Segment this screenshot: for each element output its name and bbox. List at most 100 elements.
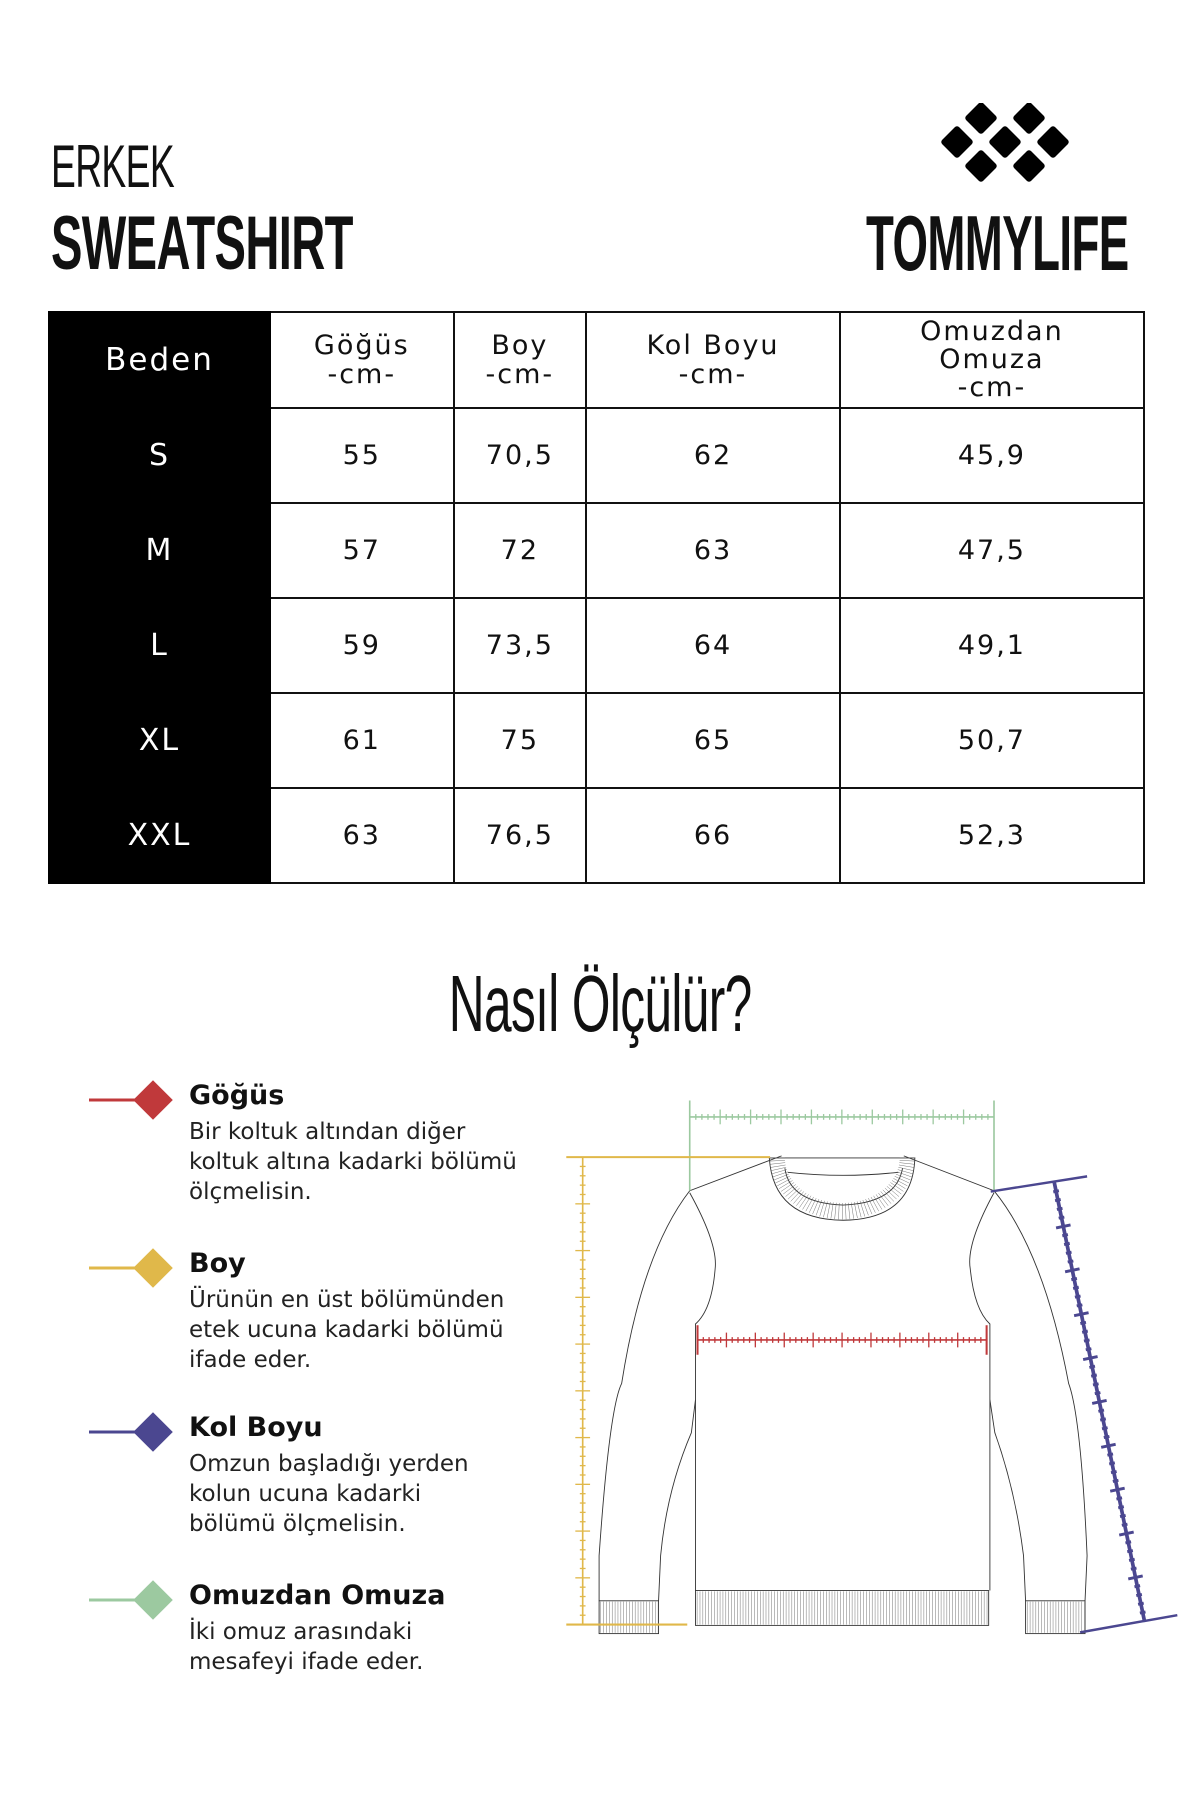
value-cell: 55 [269,407,455,504]
collar-rib-line [834,1202,837,1220]
legend-description-line: bölümü ölçmelisin. [189,1511,406,1537]
collar-rib-line [848,1202,851,1220]
legend-description: Bir koltuk altından diğer koltuk altına k… [189,1117,517,1207]
size-cell: XXL [48,787,271,884]
sweatshirt-outline [598,1155,1088,1635]
collar-rib-line [859,1200,866,1217]
collar-rib-line [826,1201,831,1219]
column-unit: -cm- [327,359,397,390]
value-cell: 57 [269,502,455,599]
value-cell: 73,5 [452,597,588,694]
collar-rib-line [891,1180,906,1189]
collar-rib-line [875,1194,886,1208]
table-row: S 55 70,5 62 45,9 [48,407,1146,504]
collar-rib-line [772,1171,788,1178]
column-title: Boy [491,330,549,361]
legend-description-line: Ürünün en üst bölümünden [189,1287,505,1313]
collar-rib-line [830,1202,834,1219]
collar-rib-line [808,1198,817,1213]
sleeve-ruler-tick [1076,1303,1083,1308]
collar-rib-line [882,1189,895,1202]
value-cell: 64 [585,597,841,694]
sleeve-ruler-tick [1061,1233,1069,1238]
diamond-marker-icon [89,1080,173,1120]
legend-description: Ürünün en üst bölümünden etek ucuna kadar… [189,1285,504,1375]
sleeve-ruler-tick [1092,1382,1099,1387]
value-cell: 50,7 [838,692,1146,789]
column-unit: -cm- [678,359,748,390]
value-cell: 59 [269,597,455,694]
sleeve-ruler-tick [1074,1294,1081,1299]
sleeve-ruler-tick [1090,1373,1098,1378]
sleeve-ruler-tick [1135,1592,1143,1597]
sleeve-ruler-tick [1056,1206,1063,1211]
value-cell: 45,9 [838,407,1146,504]
table-row: XXL 63 76,5 66 52,3 [48,787,1146,884]
sleeve-ruler-tick [1083,1338,1090,1343]
brand-name: TOMMYLIFE [866,199,1129,287]
column-title: Göğüs [313,330,410,361]
sleeve-ruler-tick [1058,1215,1065,1220]
sleeve-ruler-tick [1091,1398,1107,1405]
legend-description-line: etek ucuna kadarki bölümü [189,1317,504,1343]
collar-rib-line [805,1196,814,1212]
sleeve-ruler-tick [1116,1496,1123,1501]
legend-description-line: İki omuz arasındaki [189,1619,413,1645]
sleeve-ruler-tick [1128,1557,1135,1562]
legend-description: İki omuz arasındaki mesafeyi ifade eder. [189,1617,423,1677]
sleeve-ruler-tick [1094,1391,1101,1396]
collar-rib-line [770,1164,786,1168]
sleeve-ruler-tick [1100,1442,1116,1449]
collar-rib-line [799,1194,809,1208]
value-cell: 63 [585,502,841,599]
how-to-measure-heading: Nasıl Ölçülür? [0,958,1200,1050]
collar-rib-line [865,1199,873,1215]
column-title: Beden [105,341,214,378]
collar-rib-line [787,1187,800,1200]
collar-rib-line [894,1176,910,1184]
legend-description-line: ifade eder. [189,1347,312,1373]
sleeve-ruler-tick [1125,1540,1132,1545]
sweatshirt-measurement-diagram [566,1100,1178,1635]
column-header-boy: Boy -cm- [452,311,588,409]
sleeve-ruler-tick [1119,1513,1126,1519]
collar-rib-line [878,1192,889,1206]
title-line-erkek: ERKEK [51,133,175,200]
column-title: Omuzdan Omuza [920,316,1064,375]
collar-rib-line [890,1182,904,1192]
diamond-grid-logo-icon [941,103,1069,182]
diamond-marker-icon [89,1248,173,1288]
column-title: Kol Boyu [646,330,780,361]
value-cell: 49,1 [838,597,1146,694]
column-unit: -cm- [485,359,555,390]
how-to-measure-title: Nasıl Ölçülür? [448,959,752,1048]
sleeve-ruler-tick [1098,1408,1105,1413]
rib-texture [600,1157,1085,1633]
collar-rib-line [880,1191,892,1204]
collar-rib-line [790,1189,802,1202]
collar-rib-line [783,1184,796,1195]
value-cell: 75 [452,692,588,789]
column-header-beden: Beden [48,311,271,409]
collar-rib-line [785,1186,798,1197]
collar-rib-line [899,1160,916,1162]
sleeve-ruler-tick [1052,1189,1060,1194]
sleeve-ruler-tick [1072,1285,1080,1290]
collar-rib-line [854,1201,858,1219]
collar-rib-line [884,1187,897,1200]
legend-description-line: kolun ucuna kadarki [189,1481,422,1507]
sleeve-ruler-tick [1082,1355,1098,1361]
collar-rib-line [777,1178,792,1187]
sleeve-ruler-end [990,1175,1088,1193]
sleeve-ruler-tick [1071,1277,1078,1282]
collar-rib-line [873,1195,883,1210]
value-cell: 62 [585,407,841,504]
collar-rib-line [819,1200,825,1217]
collar-rib-line [897,1169,913,1175]
sleeve-ruler-tick [1089,1364,1096,1369]
sleeve-ruler-tick [1085,1347,1092,1352]
collar-rib-line [898,1164,915,1168]
size-cell: M [48,502,271,599]
legend-title: Kol Boyu [189,1412,323,1443]
value-cell: 63 [269,787,455,884]
